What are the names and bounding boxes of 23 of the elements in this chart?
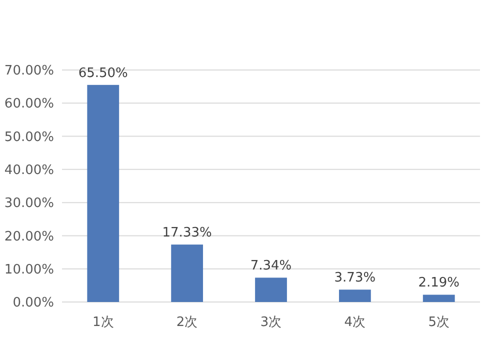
- y-tick-label: 30.00%: [4, 196, 54, 212]
- x-tick-label: 1次: [92, 315, 114, 330]
- data-label: 7.34%: [250, 258, 292, 274]
- y-tick-label: 60.00%: [4, 96, 54, 112]
- x-tick-label: 2次: [176, 315, 198, 330]
- x-tick-label: 4次: [344, 315, 366, 330]
- data-label: 3.73%: [334, 270, 376, 286]
- data-label: 2.19%: [418, 276, 460, 291]
- bar: [87, 84, 120, 302]
- x-tick-label: 5次: [428, 315, 450, 330]
- y-tick-label: 0.00%: [12, 296, 54, 311]
- y-tick-label: 20.00%: [4, 229, 54, 244]
- data-label: 65.50%: [78, 66, 128, 81]
- y-tick-label: 10.00%: [4, 262, 54, 278]
- y-tick-label: 50.00%: [4, 130, 54, 145]
- bar: [171, 244, 204, 302]
- data-label: 17.33%: [162, 226, 212, 241]
- bar: [255, 278, 287, 302]
- y-tick-label: 70.00%: [4, 64, 54, 79]
- x-tick-label: 3次: [260, 315, 282, 330]
- bar: [422, 294, 455, 302]
- bar: [338, 290, 371, 302]
- y-tick-label: 40.00%: [4, 162, 54, 178]
